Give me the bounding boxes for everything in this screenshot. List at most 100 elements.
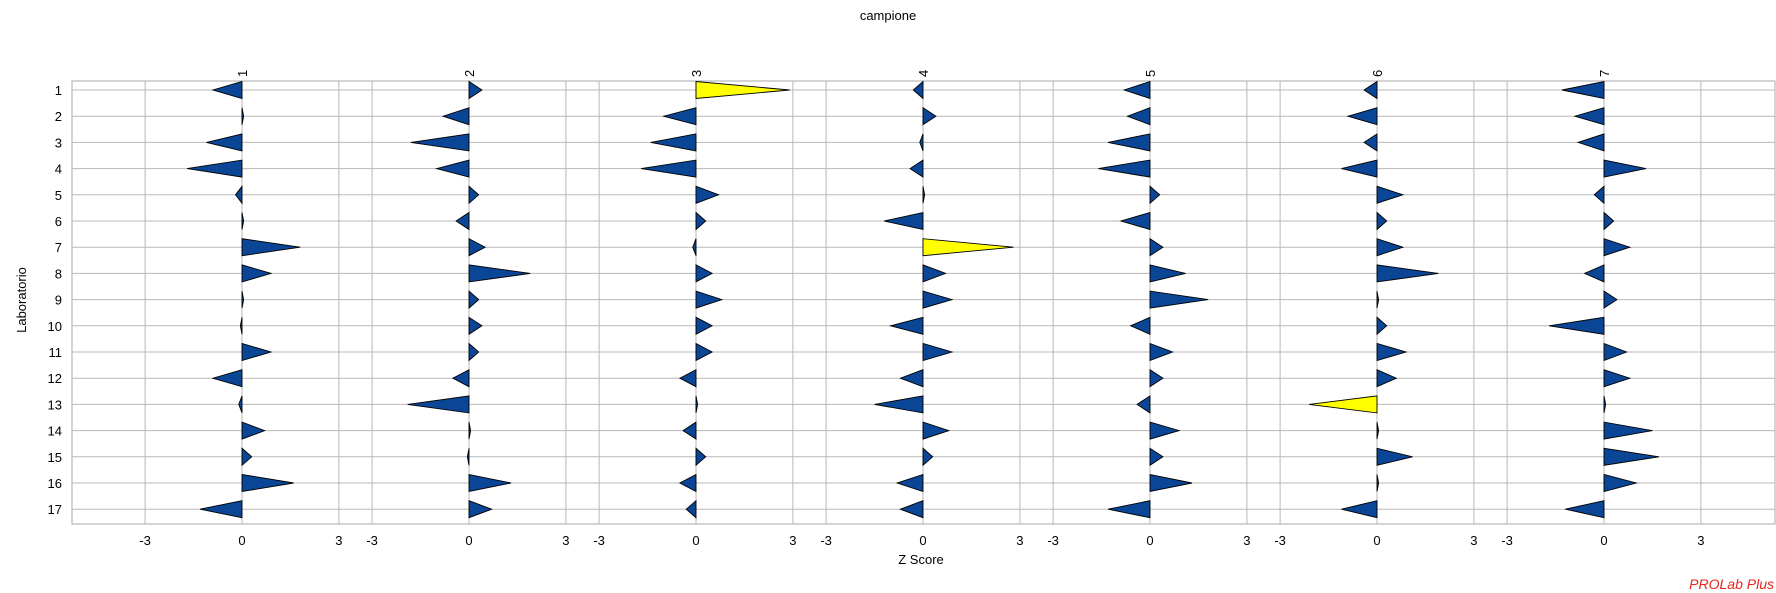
zscore-marker [678,473,697,493]
x-tick-label: 0 [465,533,472,548]
x-tick-label: -3 [1501,533,1513,548]
zscore-marker [455,211,470,231]
zscore-marker [1376,474,1380,492]
zscore-marker [1376,422,1380,440]
zscore-marker [1561,80,1605,100]
zscore-marker [451,368,470,388]
panel-label: 6 [1370,70,1385,77]
zscore-marker [468,473,512,493]
zscore-marker [1149,342,1174,362]
zscore-marker [468,80,483,100]
zscore-marker [234,184,243,205]
zscore-marker [922,447,934,467]
row-label: 17 [48,502,62,517]
zscore-marker [1603,473,1639,493]
row-label: 12 [48,371,62,386]
zscore-marker [241,238,301,257]
zscore-marker [922,342,954,362]
x-tick-label: 3 [1016,533,1023,548]
panel-label: 4 [916,70,931,77]
y-axis-label: Laboratorio [14,267,29,333]
zscore-marker [922,186,926,204]
zscore-marker [919,133,924,152]
zscore-marker [1583,264,1605,283]
row-label: 6 [55,214,62,229]
zscore-marker [468,185,480,205]
zscore-marker [410,133,470,152]
x-tick-label: 3 [335,533,342,548]
zscore-marker [1119,211,1151,231]
zscore-marker [241,447,253,467]
zscore-marker [899,369,924,388]
zscore-marker [1149,185,1161,205]
x-tick-label: 3 [789,533,796,548]
zscore-marker [1341,500,1378,519]
zscore-marker [1565,500,1605,519]
zscore-marker [468,422,472,440]
x-tick-label: -3 [593,533,605,548]
zscore-marker [912,80,924,100]
row-label: 1 [55,83,62,98]
zscore-marker [241,212,245,230]
zscore-marker [241,473,294,493]
x-tick-label: 3 [1470,533,1477,548]
zscore-marker [1136,395,1151,414]
zscore-marker [1129,316,1151,335]
zscore-marker [466,448,470,466]
zscore-marker [1376,185,1405,204]
zscore-marker [888,316,924,335]
zscore-marker [1376,291,1380,309]
x-tick-label: -3 [139,533,151,548]
zscore-marker [1603,395,1607,413]
zscore-marker [661,107,697,126]
zscore-marker [199,500,243,519]
row-label: 3 [55,135,62,150]
zscore-marker [407,395,470,414]
row-label: 10 [48,319,62,334]
zscore-marker [695,316,714,336]
zscore-marker [692,238,697,256]
row-label: 2 [55,109,62,124]
zscore-marker [650,133,697,152]
zscore-marker-flagged [695,81,790,99]
zscore-marker [1576,133,1605,152]
zscore-marker [1376,238,1405,257]
panel-label: 5 [1143,70,1158,77]
zscore-marker [1149,421,1181,440]
zscore-marker [695,264,714,283]
row-label: 11 [49,345,63,360]
x-tick-label: 0 [1373,533,1380,548]
panel-label: 7 [1597,70,1612,77]
zscore-marker [1107,500,1151,519]
zscore-marker [695,290,724,309]
zscore-marker [1376,316,1388,336]
row-label: 4 [55,162,62,177]
zscore-marker [211,369,243,388]
x-tick-label: -3 [1047,533,1059,548]
zscore-marker [1126,107,1151,126]
zscore-marker [1376,342,1408,362]
zscore-marker [685,499,697,519]
zscore-marker [239,317,243,335]
zscore-marker [1363,133,1378,152]
x-tick-label: -3 [820,533,832,548]
zscore-marker [695,342,714,362]
zscore-marker [468,500,493,519]
x-tick-label: 0 [692,533,699,548]
zscore-marker-flagged [1309,395,1378,414]
zscore-marker [922,421,951,440]
zscore-marker [211,80,243,100]
brand-label: PROLab Plus [1689,576,1774,592]
zscore-marker [1593,185,1605,205]
zscore-marker [1346,107,1378,126]
x-tick-label: -3 [366,533,378,548]
zscore-marker-flagged [922,238,1014,257]
zscore-marker [434,159,470,178]
row-label: 14 [48,424,62,439]
zscore-marker [468,342,480,362]
zscore-marker [1107,133,1151,152]
zscore-marker [1098,159,1151,178]
x-tick-label: 0 [1146,533,1153,548]
zscore-marker [1149,237,1164,257]
